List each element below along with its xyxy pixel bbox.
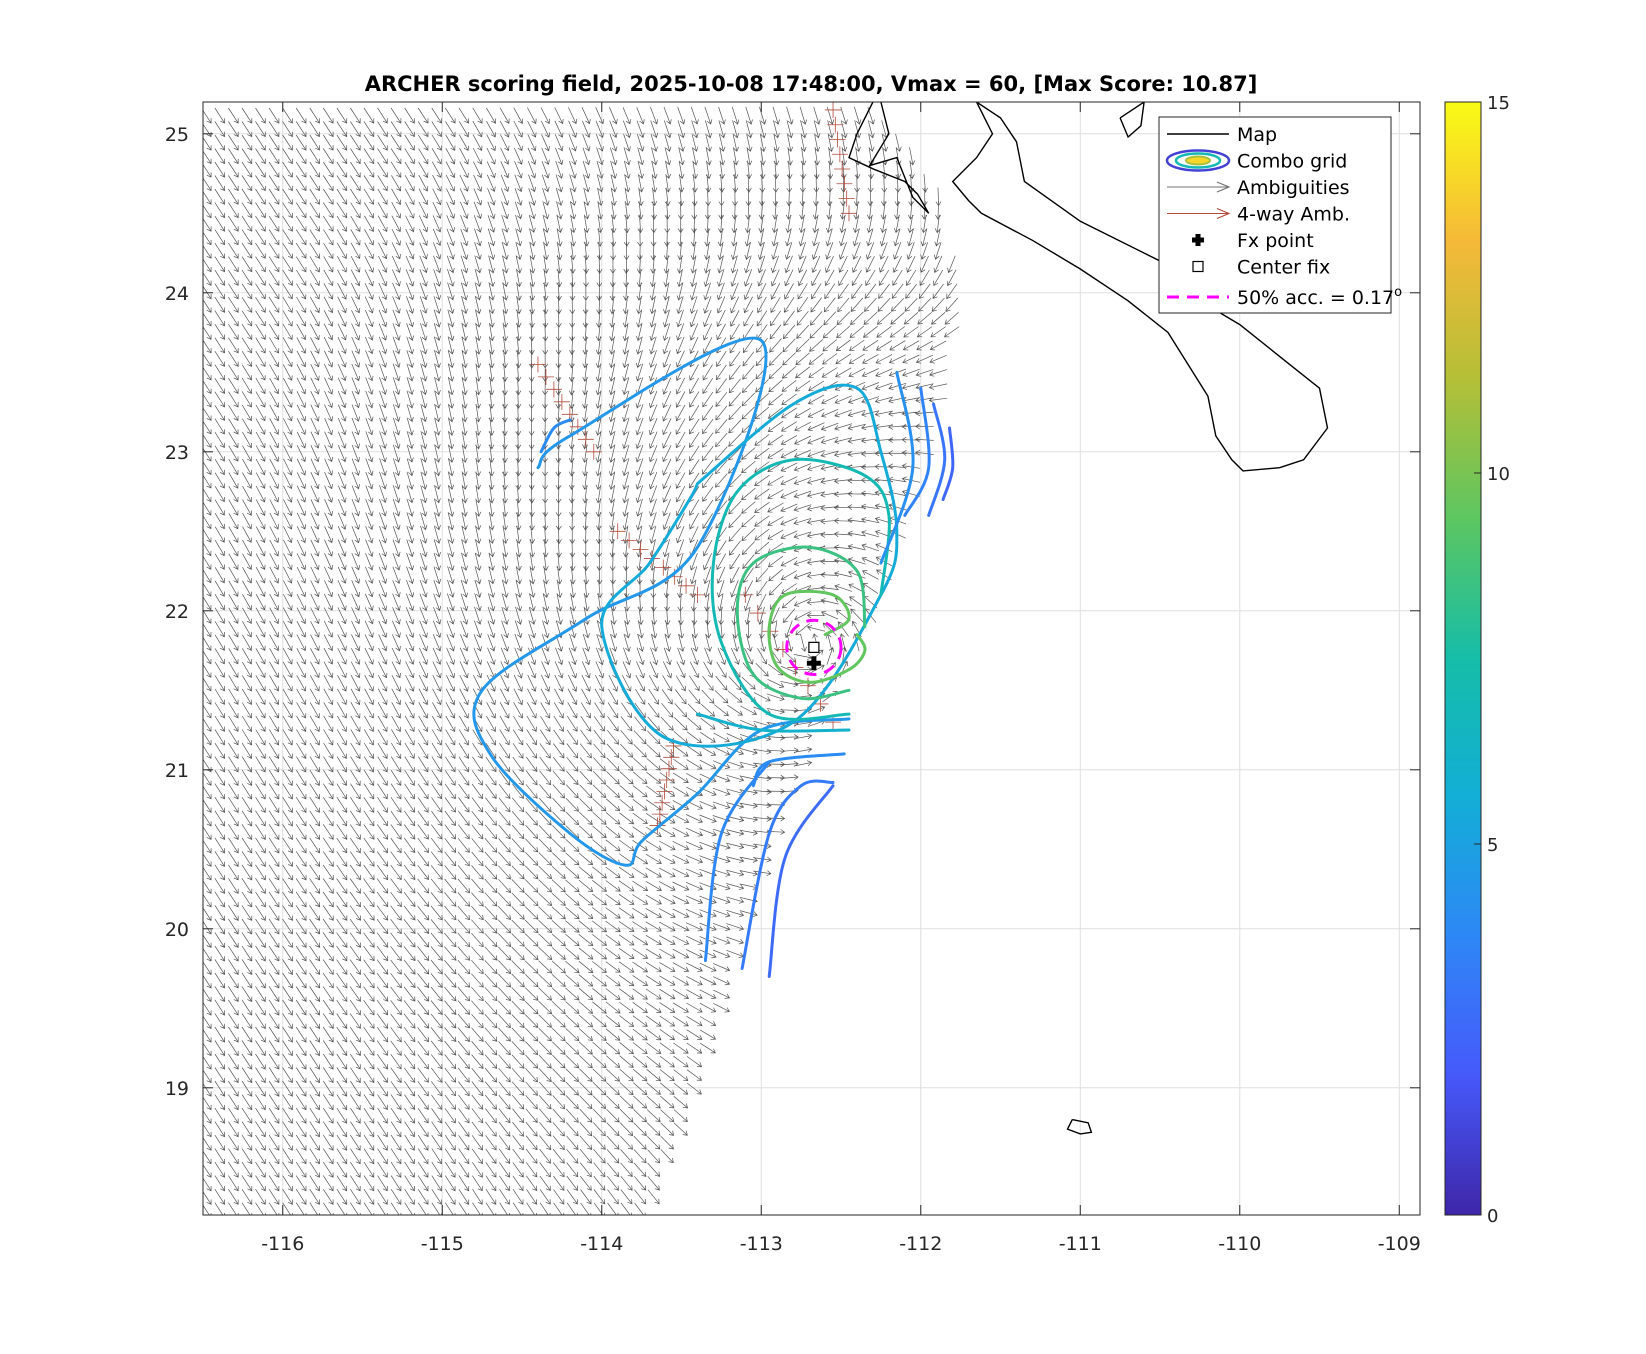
- y-tick-label: 23: [165, 442, 189, 464]
- ambiguity-arrows: [203, 106, 960, 1215]
- legend-arrow-swatch: [1167, 181, 1231, 193]
- x-tick-label: -116: [261, 1233, 304, 1255]
- chart-title: ARCHER scoring field, 2025-10-08 17:48:0…: [365, 72, 1258, 96]
- legend-label: Combo grid: [1237, 151, 1347, 173]
- fx-point-marker: [806, 656, 821, 671]
- y-tick-label: 19: [165, 1078, 189, 1100]
- legend-combo-swatch: [1174, 152, 1222, 169]
- contour-line: [539, 418, 572, 454]
- legend-combo-swatch: [1165, 149, 1231, 172]
- contour-line: [600, 383, 899, 748]
- accuracy-circle: [785, 618, 843, 676]
- legend-arrow-swatch: [1167, 207, 1231, 220]
- x-tick-label: -113: [740, 1233, 783, 1255]
- legend-label: Fx point: [1237, 230, 1314, 252]
- legend-label-superscript: o: [1394, 285, 1402, 300]
- x-tick-label: -115: [421, 1233, 464, 1255]
- contour-line: [767, 784, 835, 978]
- colorbar: 0 5 10 15: [1444, 93, 1510, 1227]
- contour-line: [703, 760, 771, 963]
- legend-fx-swatch: [1192, 234, 1204, 246]
- legend-label: 4-way Amb.: [1237, 204, 1350, 226]
- contour-line: [735, 545, 867, 701]
- coastline: [1066, 1118, 1093, 1135]
- contour-line: [941, 426, 955, 501]
- contour-line: [927, 402, 947, 517]
- colorbar-bar: [1444, 101, 1482, 1216]
- contour-line: [740, 779, 835, 970]
- colorbar-tick-label: 10: [1487, 464, 1510, 485]
- legend-label: Map: [1237, 124, 1277, 146]
- legend: Map Combo grid Ambiguities 4-way Amb. Fx poi…: [1158, 116, 1402, 314]
- legend-label: Ambiguities: [1237, 177, 1350, 199]
- ambiguity-arrow-set: [203, 106, 960, 1215]
- x-tick-label: -109: [1378, 1233, 1421, 1255]
- colorbar-tick-label: 15: [1487, 93, 1510, 114]
- coastline-map: [848, 102, 1329, 1135]
- fix-markers: [785, 618, 843, 676]
- coastline: [1119, 102, 1145, 139]
- x-tick-label: -111: [1059, 1233, 1102, 1255]
- axis-ticks: -116 -115 -114 -113 -112 -111 -110 -109 19 20 21 22…: [165, 102, 1421, 1255]
- colorbar-tick-label: 0: [1487, 1206, 1498, 1227]
- legend-combo-swatch: [1185, 155, 1211, 166]
- y-tick-label: 20: [165, 919, 189, 941]
- contour-line: [903, 386, 931, 517]
- x-tick-label: -110: [1218, 1233, 1261, 1255]
- contour-line: [710, 457, 891, 721]
- x-tick-label: -114: [580, 1233, 623, 1255]
- plot-frame: [202, 101, 1421, 1216]
- center-fix-marker: [808, 641, 820, 653]
- grid-lines: [203, 102, 1420, 1215]
- legend-label: Center fix: [1237, 257, 1330, 279]
- score-contours: [472, 336, 955, 978]
- colorbar-tick-label: 5: [1487, 835, 1498, 856]
- contour-line: [696, 712, 851, 733]
- x-tick-label: -112: [899, 1233, 942, 1255]
- y-tick-label: 24: [165, 283, 189, 305]
- y-tick-label: 21: [165, 760, 189, 782]
- y-tick-label: 25: [165, 124, 189, 146]
- legend-label: 50% acc. = 0.17o: [1237, 285, 1402, 309]
- contour-line: [879, 370, 915, 565]
- contour-line: [767, 589, 867, 684]
- coastline: [848, 102, 930, 214]
- y-tick-label: 22: [165, 601, 189, 623]
- contour-line: [472, 336, 851, 867]
- coastline: [951, 102, 1329, 472]
- legend-center-swatch: [1192, 260, 1204, 273]
